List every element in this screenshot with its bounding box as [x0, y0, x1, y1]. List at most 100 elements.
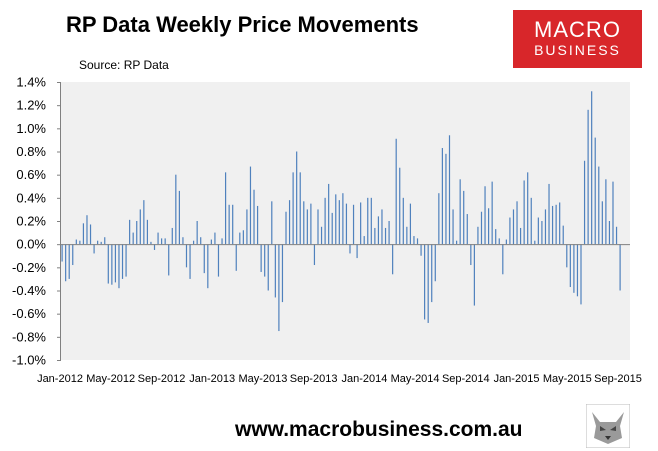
bar — [68, 244, 70, 279]
bar — [424, 244, 426, 320]
bar — [459, 179, 461, 245]
bar — [409, 203, 412, 245]
bar — [342, 193, 344, 245]
bar — [306, 209, 308, 245]
y-tick-label: 1.4% — [16, 75, 46, 90]
bar — [559, 202, 561, 245]
bar — [384, 227, 387, 245]
bar — [313, 244, 316, 266]
bar — [232, 204, 234, 245]
y-tick-label: -0.8% — [12, 329, 46, 344]
y-tick-label: 0.2% — [16, 214, 46, 229]
y-tick-label: 1.0% — [16, 121, 46, 136]
bar — [146, 219, 148, 245]
bar — [324, 197, 326, 245]
bar — [164, 238, 166, 245]
bar — [438, 193, 440, 245]
bar — [427, 244, 429, 323]
bar — [505, 239, 507, 245]
bar — [573, 244, 575, 293]
bar — [456, 240, 458, 245]
y-tick-label: 0.6% — [16, 167, 46, 182]
bar — [292, 172, 294, 245]
bar — [480, 211, 483, 245]
bar — [310, 203, 312, 245]
bar — [118, 244, 120, 289]
footer-website: www.macrobusiness.com.au — [235, 418, 523, 441]
bar — [349, 244, 351, 254]
bar — [157, 232, 159, 245]
bar — [377, 216, 380, 245]
bar — [587, 109, 589, 245]
bar — [356, 244, 358, 259]
bar — [72, 244, 74, 266]
x-tick-label: Jan-2015 — [494, 373, 540, 385]
x-tick-label: Sep-2014 — [442, 373, 490, 385]
bar — [605, 179, 607, 245]
bar — [150, 241, 152, 245]
bar — [139, 209, 141, 245]
bar — [395, 138, 397, 245]
bar — [75, 239, 77, 245]
bar — [193, 240, 195, 245]
bar — [566, 244, 568, 268]
bar — [161, 238, 163, 245]
bar — [509, 217, 511, 245]
bar — [612, 181, 614, 245]
x-tick-label: Sep-2012 — [138, 373, 186, 385]
logo-line-2: BUSINESS — [534, 42, 621, 58]
bar — [338, 200, 340, 245]
bar — [114, 244, 117, 283]
source-label: Source: RP Data — [79, 58, 169, 72]
bar — [431, 244, 433, 303]
plot-area — [61, 82, 630, 360]
bar — [317, 209, 319, 245]
bar — [512, 209, 515, 245]
bar — [121, 244, 124, 279]
bar — [569, 244, 571, 288]
bar — [473, 244, 475, 306]
bar — [367, 197, 369, 245]
bar — [374, 227, 376, 245]
bar — [97, 240, 99, 245]
bar — [399, 167, 401, 245]
bar — [203, 244, 205, 274]
bar — [89, 224, 92, 245]
x-tick-label: May-2012 — [86, 373, 135, 385]
bar — [619, 244, 621, 291]
bar — [267, 244, 269, 291]
bar — [601, 201, 603, 245]
bar — [441, 148, 443, 245]
bar — [153, 244, 156, 250]
bar — [488, 208, 490, 245]
bar — [516, 201, 518, 245]
wolf-logo-icon — [586, 404, 630, 448]
bar — [416, 238, 419, 245]
bar — [288, 200, 291, 245]
bar — [281, 244, 284, 303]
bar — [555, 204, 557, 245]
bar — [132, 232, 134, 245]
x-tick-label: May-2013 — [238, 373, 287, 385]
bar — [491, 181, 493, 245]
bar — [224, 172, 227, 245]
bar — [466, 214, 468, 245]
bar — [463, 190, 465, 245]
bar — [214, 232, 216, 245]
y-tick-label: -0.2% — [12, 260, 46, 275]
bar — [544, 209, 547, 245]
bar — [519, 227, 522, 245]
bar — [360, 202, 362, 245]
bar — [86, 215, 88, 245]
bar — [541, 221, 543, 245]
bar — [370, 197, 372, 245]
y-tick-label: 0.8% — [16, 144, 46, 159]
bar — [228, 204, 230, 245]
bar — [420, 244, 422, 256]
bar — [452, 209, 454, 245]
bar — [207, 244, 209, 289]
bar — [143, 200, 145, 245]
bar — [345, 203, 348, 245]
bar — [182, 237, 184, 245]
